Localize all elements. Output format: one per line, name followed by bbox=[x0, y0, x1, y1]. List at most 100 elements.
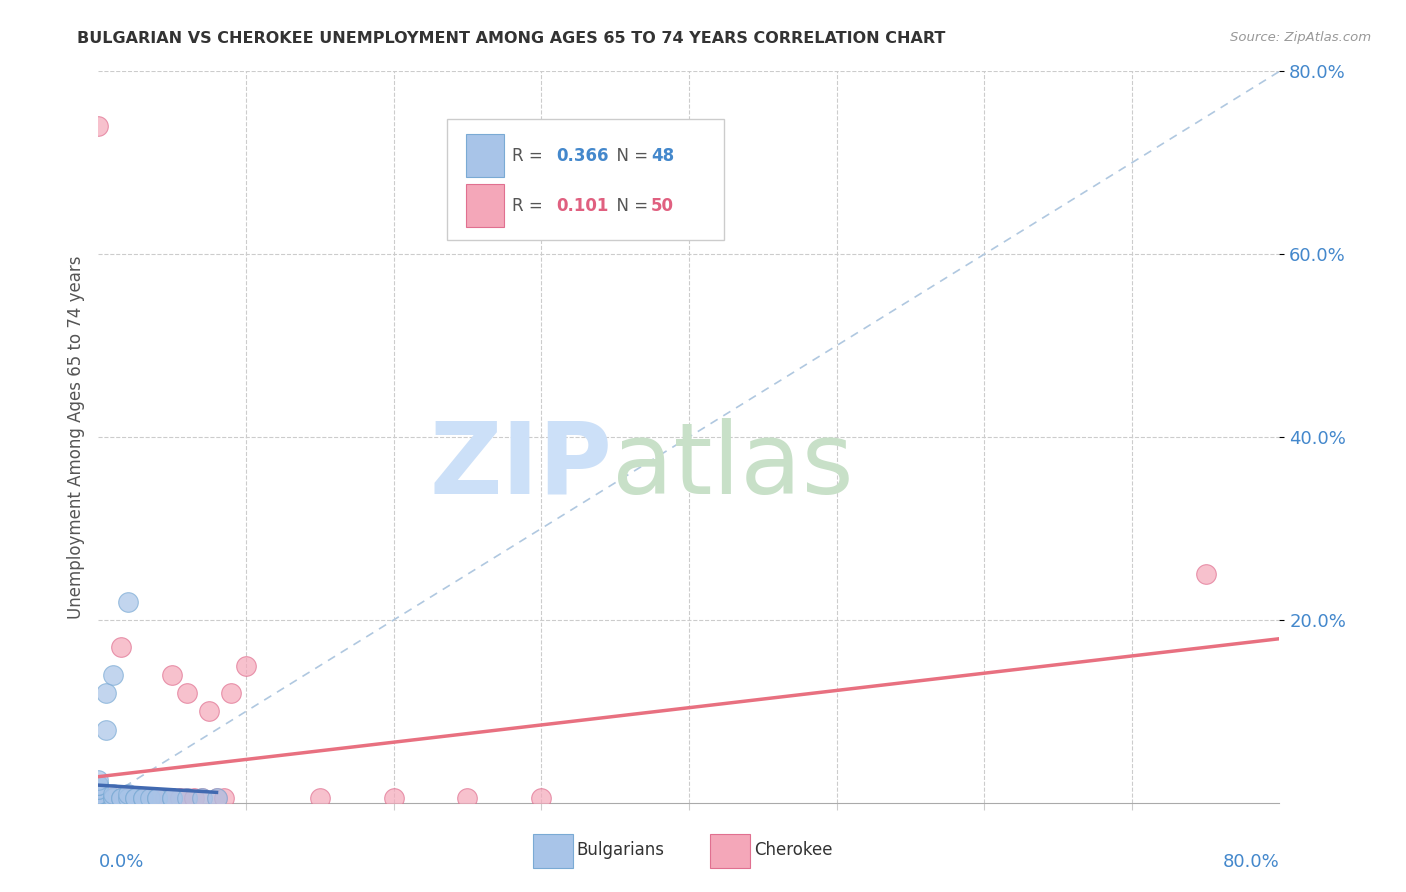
Text: R =: R = bbox=[512, 147, 548, 165]
Point bbox=[87, 791, 110, 805]
Point bbox=[191, 791, 214, 805]
Point bbox=[205, 791, 228, 805]
Point bbox=[87, 796, 110, 810]
FancyBboxPatch shape bbox=[465, 135, 503, 178]
Point bbox=[198, 705, 221, 719]
Text: 80.0%: 80.0% bbox=[1223, 853, 1279, 871]
Text: ZIP: ZIP bbox=[429, 417, 612, 515]
Point bbox=[309, 791, 332, 805]
Point bbox=[191, 791, 214, 805]
Point bbox=[87, 787, 110, 801]
Point bbox=[87, 796, 110, 810]
Point bbox=[87, 120, 110, 134]
Point bbox=[117, 791, 139, 805]
Point bbox=[162, 791, 183, 805]
Text: 0.101: 0.101 bbox=[557, 197, 609, 215]
Point bbox=[110, 791, 132, 805]
Point bbox=[94, 791, 117, 805]
Point bbox=[162, 791, 183, 805]
Point bbox=[87, 796, 110, 810]
Point bbox=[87, 796, 110, 810]
FancyBboxPatch shape bbox=[533, 834, 574, 868]
Point bbox=[87, 787, 110, 801]
Point bbox=[221, 686, 243, 700]
Point bbox=[87, 791, 110, 805]
FancyBboxPatch shape bbox=[465, 184, 503, 227]
Point bbox=[139, 791, 162, 805]
Point bbox=[87, 796, 110, 810]
Point bbox=[87, 778, 110, 792]
Point bbox=[132, 791, 155, 805]
Point bbox=[87, 796, 110, 810]
Point bbox=[176, 686, 198, 700]
Point bbox=[117, 787, 139, 801]
Point bbox=[153, 791, 176, 805]
Point bbox=[103, 791, 125, 805]
Point bbox=[139, 791, 162, 805]
Point bbox=[457, 791, 479, 805]
Point bbox=[124, 791, 146, 805]
Point bbox=[94, 791, 117, 805]
Point bbox=[87, 772, 110, 787]
Point bbox=[87, 796, 110, 810]
Point bbox=[212, 791, 235, 805]
Point bbox=[235, 658, 257, 673]
Point bbox=[87, 787, 110, 801]
Point bbox=[94, 686, 117, 700]
Text: Cherokee: Cherokee bbox=[754, 841, 832, 859]
Point bbox=[87, 796, 110, 810]
Point bbox=[117, 791, 139, 805]
Point bbox=[124, 791, 146, 805]
Point bbox=[169, 791, 191, 805]
Point bbox=[124, 791, 146, 805]
Text: R =: R = bbox=[512, 197, 548, 215]
Point bbox=[205, 791, 228, 805]
Point bbox=[124, 791, 146, 805]
Point bbox=[87, 787, 110, 801]
Point bbox=[87, 787, 110, 801]
Point bbox=[87, 796, 110, 810]
Point bbox=[176, 791, 198, 805]
Point bbox=[110, 791, 132, 805]
Text: N =: N = bbox=[606, 197, 654, 215]
Point bbox=[146, 791, 169, 805]
Point bbox=[87, 782, 110, 797]
Point bbox=[183, 791, 205, 805]
Text: 0.0%: 0.0% bbox=[98, 853, 143, 871]
Point bbox=[103, 791, 125, 805]
Point bbox=[87, 791, 110, 805]
Point bbox=[124, 791, 146, 805]
Point bbox=[103, 791, 125, 805]
Point bbox=[530, 791, 553, 805]
Text: 50: 50 bbox=[651, 197, 673, 215]
Point bbox=[146, 791, 169, 805]
Point bbox=[103, 667, 125, 681]
Text: Source: ZipAtlas.com: Source: ZipAtlas.com bbox=[1230, 31, 1371, 45]
Point bbox=[103, 787, 125, 801]
Point bbox=[132, 791, 155, 805]
Point bbox=[103, 791, 125, 805]
Point bbox=[87, 796, 110, 810]
Point bbox=[87, 796, 110, 810]
Point bbox=[117, 791, 139, 805]
Y-axis label: Unemployment Among Ages 65 to 74 years: Unemployment Among Ages 65 to 74 years bbox=[66, 255, 84, 619]
Point bbox=[87, 787, 110, 801]
Point bbox=[87, 778, 110, 792]
Point bbox=[117, 594, 139, 608]
Point bbox=[94, 723, 117, 737]
Point bbox=[87, 787, 110, 801]
Point bbox=[176, 791, 198, 805]
Point bbox=[162, 667, 183, 681]
Point bbox=[1195, 567, 1218, 582]
Point bbox=[132, 791, 155, 805]
Point bbox=[146, 791, 169, 805]
Point bbox=[382, 791, 405, 805]
Text: 48: 48 bbox=[651, 147, 675, 165]
Point bbox=[110, 791, 132, 805]
Point bbox=[87, 791, 110, 805]
Text: atlas: atlas bbox=[612, 417, 853, 515]
Point bbox=[87, 796, 110, 810]
Text: 0.366: 0.366 bbox=[557, 147, 609, 165]
Point bbox=[110, 640, 132, 655]
Point bbox=[87, 782, 110, 797]
